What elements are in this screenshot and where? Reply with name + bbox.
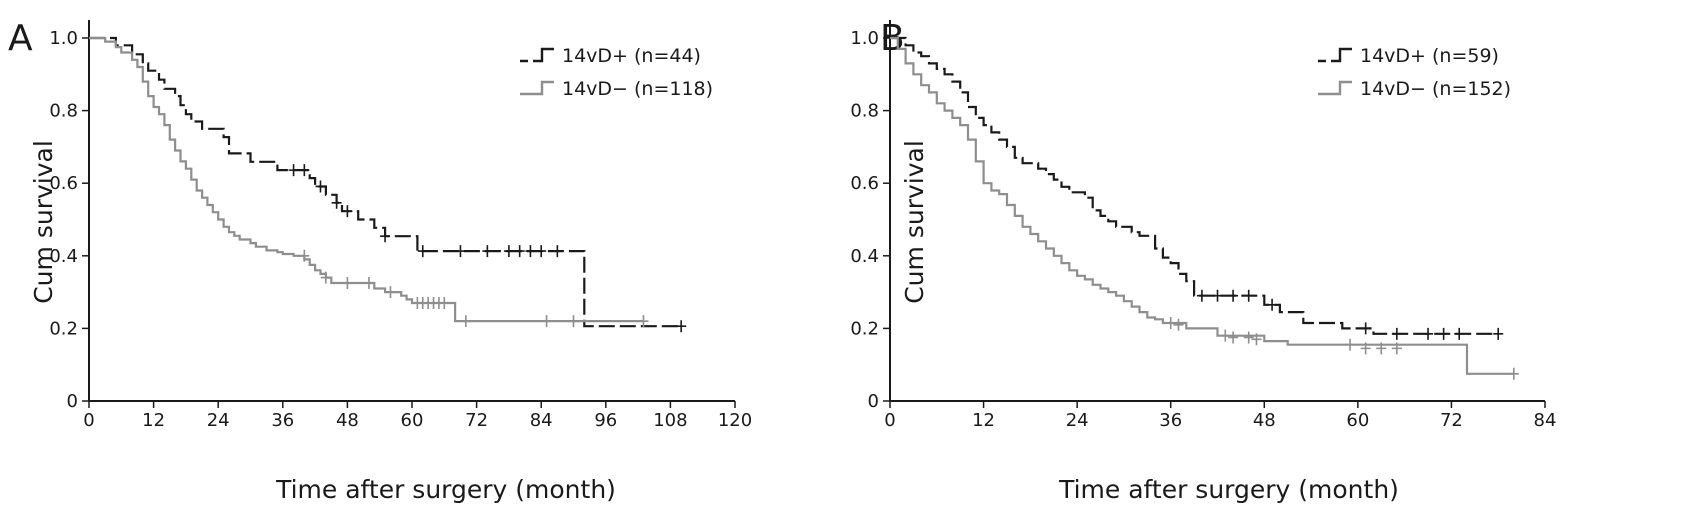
censor-mark xyxy=(315,180,326,193)
survival-curve-positive xyxy=(89,36,682,328)
y-axis-title: Cum survival xyxy=(29,140,58,304)
survival-curve-positive xyxy=(890,36,1499,335)
censor-mark xyxy=(1493,327,1504,340)
censor-mark xyxy=(676,320,687,333)
survival-curve-negative xyxy=(89,36,644,323)
x-tick-label: 72 xyxy=(1440,410,1463,431)
censor-mark xyxy=(1360,342,1371,355)
x-tick-label: 48 xyxy=(336,410,359,431)
y-tick-label: 0 xyxy=(868,391,879,412)
survival-curve-negative xyxy=(890,36,1514,375)
censor-mark xyxy=(460,315,471,328)
x-tick-label: 96 xyxy=(594,410,617,431)
censor-mark xyxy=(342,205,353,218)
censor-mark xyxy=(1376,342,1387,355)
x-tick-label: 0 xyxy=(884,410,895,431)
censor-mark xyxy=(1165,316,1176,329)
legend-label: 14vD+ (n=44) xyxy=(562,45,701,67)
x-tick-label: 0 xyxy=(83,410,94,431)
y-axis-title: Cum survival xyxy=(900,140,929,304)
y-tick-label: 0.6 xyxy=(49,173,78,194)
censor-mark xyxy=(288,164,299,177)
censor-mark xyxy=(1228,331,1239,344)
censor-mark xyxy=(1228,289,1239,302)
legend-symbol xyxy=(1318,47,1352,63)
censor-mark xyxy=(1243,331,1254,344)
censor-mark xyxy=(1438,327,1449,340)
censor-mark xyxy=(1423,327,1434,340)
y-tick-label: 0.4 xyxy=(850,246,879,267)
censor-mark xyxy=(1243,289,1254,302)
x-tick-label: 12 xyxy=(142,410,165,431)
y-tick-label: 0.2 xyxy=(850,318,879,339)
censor-mark xyxy=(1454,327,1465,340)
censor-mark xyxy=(380,230,391,243)
x-tick-label: 12 xyxy=(972,410,995,431)
censor-mark xyxy=(455,245,466,258)
y-tick-label: 0.2 xyxy=(49,318,78,339)
y-tick-label: 0 xyxy=(67,391,78,412)
censor-mark xyxy=(482,245,493,258)
x-axis-title: Time after surgery (month) xyxy=(275,475,616,504)
censor-mark xyxy=(503,245,514,258)
censor-mark xyxy=(299,164,310,177)
censor-mark xyxy=(439,296,450,309)
censor-mark xyxy=(1345,338,1356,351)
x-tick-label: 36 xyxy=(1159,410,1182,431)
x-tick-label: 36 xyxy=(271,410,294,431)
x-tick-label: 60 xyxy=(401,410,424,431)
legend-label: 14vD+ (n=59) xyxy=(1360,45,1499,67)
legend-symbol xyxy=(520,47,554,63)
legend-label: 14vD− (n=152) xyxy=(1360,78,1511,100)
censor-mark xyxy=(342,277,353,290)
panel-a: A Cum survival Time after surgery (month… xyxy=(8,18,752,504)
panel-label: A xyxy=(8,18,33,59)
x-tick-label: 84 xyxy=(530,410,553,431)
censor-mark xyxy=(1220,329,1231,342)
censor-mark xyxy=(568,315,579,328)
censor-mark xyxy=(525,245,536,258)
censor-mark xyxy=(1267,298,1278,311)
censor-mark xyxy=(536,245,547,258)
censor-mark xyxy=(1196,289,1207,302)
panel-b: B Cum survival Time after surgery (month… xyxy=(850,18,1556,504)
x-tick-label: 72 xyxy=(465,410,488,431)
y-tick-label: 1.0 xyxy=(49,28,78,49)
x-tick-label: 24 xyxy=(207,410,230,431)
y-tick-label: 0.6 xyxy=(850,173,879,194)
censor-mark xyxy=(1508,367,1519,380)
y-tick-label: 0.4 xyxy=(49,246,78,267)
x-tick-label: 84 xyxy=(1534,410,1557,431)
censor-mark xyxy=(320,271,331,284)
censor-mark xyxy=(1173,318,1184,331)
censor-mark xyxy=(417,245,428,258)
x-tick-label: 48 xyxy=(1253,410,1276,431)
censor-mark xyxy=(1360,322,1371,335)
legend-symbol xyxy=(520,80,554,96)
censor-mark xyxy=(299,249,310,262)
censor-mark xyxy=(331,196,342,209)
legend-label: 14vD− (n=118) xyxy=(562,78,713,100)
censor-mark xyxy=(1251,333,1262,346)
x-tick-label: 24 xyxy=(1066,410,1089,431)
legend-symbol xyxy=(1318,80,1352,96)
censor-mark xyxy=(1391,327,1402,340)
x-axis-title: Time after surgery (month) xyxy=(1058,475,1399,504)
censor-mark xyxy=(385,286,396,299)
censor-mark xyxy=(1212,289,1223,302)
censor-mark xyxy=(552,245,563,258)
x-tick-label: 60 xyxy=(1346,410,1369,431)
y-tick-label: 0.8 xyxy=(49,101,78,122)
y-tick-label: 1.0 xyxy=(850,28,879,49)
censor-mark xyxy=(638,315,649,328)
censor-mark xyxy=(363,277,374,290)
censor-mark xyxy=(1391,342,1402,355)
x-tick-label: 108 xyxy=(653,410,687,431)
y-tick-label: 0.8 xyxy=(850,101,879,122)
x-tick-label: 120 xyxy=(718,410,752,431)
censor-mark xyxy=(541,315,552,328)
censor-mark xyxy=(514,245,525,258)
